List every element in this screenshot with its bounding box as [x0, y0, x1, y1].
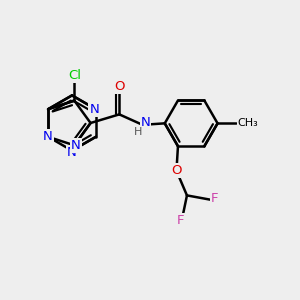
Text: Cl: Cl	[68, 69, 81, 82]
Text: N: N	[71, 139, 81, 152]
Text: CH₃: CH₃	[237, 118, 258, 128]
Text: O: O	[171, 164, 182, 177]
Text: N: N	[43, 130, 53, 143]
Text: N: N	[67, 146, 77, 159]
Text: O: O	[114, 80, 124, 93]
Text: N: N	[141, 116, 150, 129]
Text: F: F	[211, 192, 218, 205]
Text: H: H	[134, 127, 142, 137]
Text: F: F	[177, 214, 185, 227]
Text: N: N	[89, 103, 99, 116]
